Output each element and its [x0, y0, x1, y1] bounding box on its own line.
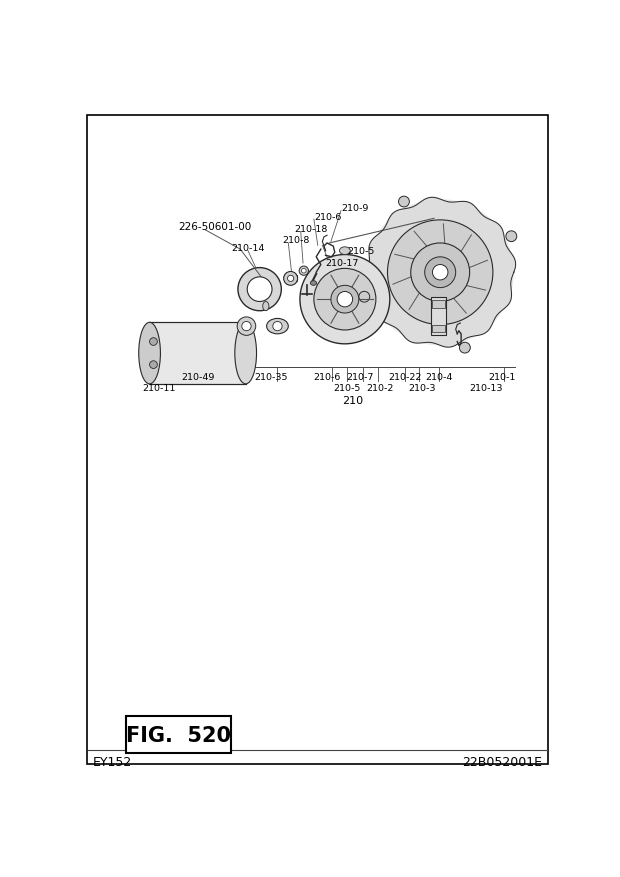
Ellipse shape [366, 200, 514, 346]
Ellipse shape [139, 323, 161, 384]
Bar [433, 325, 445, 333]
Text: 210-9: 210-9 [341, 203, 368, 213]
Ellipse shape [238, 268, 281, 311]
Text: 210-14: 210-14 [231, 244, 264, 253]
Text: 210-22: 210-22 [388, 373, 421, 382]
Ellipse shape [300, 255, 390, 345]
Text: EY152: EY152 [93, 755, 132, 767]
Ellipse shape [314, 269, 376, 331]
Text: 210-7: 210-7 [347, 373, 374, 382]
Ellipse shape [267, 319, 288, 334]
Bar [149, 323, 246, 384]
Ellipse shape [337, 292, 353, 308]
Text: 210-18: 210-18 [294, 225, 328, 233]
Bar [125, 717, 231, 753]
Text: 210-13: 210-13 [469, 384, 503, 393]
Ellipse shape [331, 286, 359, 314]
Ellipse shape [237, 317, 256, 336]
Text: 210-6: 210-6 [313, 373, 341, 382]
Text: 226-50601-00: 226-50601-00 [179, 222, 252, 232]
Ellipse shape [359, 292, 370, 303]
Ellipse shape [283, 272, 298, 286]
Text: 210-6: 210-6 [314, 212, 341, 221]
Text: 210-17: 210-17 [326, 260, 359, 268]
Text: 210: 210 [342, 396, 363, 405]
Ellipse shape [288, 276, 294, 282]
Ellipse shape [410, 244, 470, 303]
Text: 210-4: 210-4 [426, 373, 453, 382]
Ellipse shape [459, 343, 471, 353]
Ellipse shape [506, 232, 516, 242]
Ellipse shape [242, 322, 251, 332]
Ellipse shape [273, 322, 282, 332]
Bar [285, 276, 297, 282]
Ellipse shape [388, 221, 493, 325]
Text: 210-8: 210-8 [282, 236, 309, 245]
Text: 210-1: 210-1 [489, 373, 516, 382]
Ellipse shape [311, 282, 317, 286]
Text: 22B052001E: 22B052001E [463, 755, 542, 767]
Ellipse shape [433, 265, 448, 281]
Ellipse shape [301, 269, 306, 274]
Ellipse shape [149, 339, 157, 346]
Text: 210-5: 210-5 [334, 384, 361, 393]
Text: 210-35: 210-35 [254, 373, 288, 382]
Ellipse shape [149, 361, 157, 369]
Text: 210-11: 210-11 [142, 384, 175, 393]
Text: 210-5: 210-5 [347, 247, 374, 256]
Ellipse shape [399, 197, 409, 208]
Text: FIG.  520: FIG. 520 [126, 725, 231, 745]
Bar [431, 297, 446, 336]
Ellipse shape [263, 303, 269, 311]
Polygon shape [365, 198, 516, 348]
Ellipse shape [425, 258, 456, 289]
Ellipse shape [340, 247, 350, 255]
Ellipse shape [235, 323, 257, 384]
Ellipse shape [299, 267, 309, 276]
Ellipse shape [247, 277, 272, 303]
Text: 210-2: 210-2 [366, 384, 394, 393]
Text: 210-3: 210-3 [409, 384, 436, 393]
Text: 210-49: 210-49 [181, 373, 215, 382]
Bar [433, 301, 445, 309]
